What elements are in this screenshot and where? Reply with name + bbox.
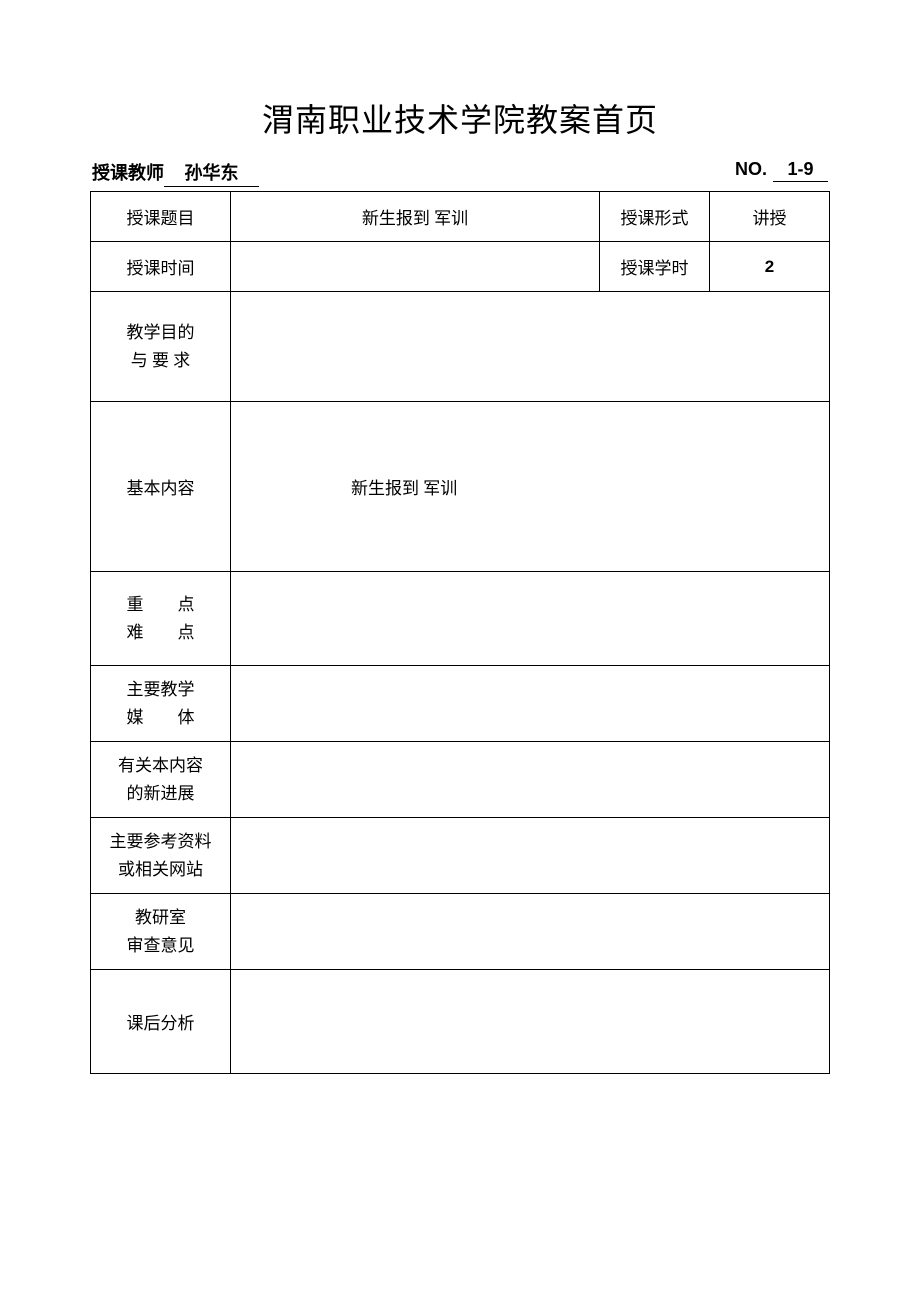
cell-value-topic: 新生报到 军训	[231, 192, 600, 242]
table-row: 教研室 审查意见	[91, 894, 830, 970]
label-line: 媒 体	[127, 708, 195, 727]
cell-value-references	[231, 818, 830, 894]
cell-label-time: 授课时间	[91, 242, 231, 292]
table-row: 主要参考资料 或相关网站	[91, 818, 830, 894]
cell-value-keypoints	[231, 572, 830, 666]
lesson-plan-table: 授课题目 新生报到 军训 授课形式 讲授 授课时间 授课学时 2 教学目的 与 …	[90, 191, 830, 1074]
label-line: 教学目的	[127, 323, 195, 342]
cell-label-progress: 有关本内容 的新进展	[91, 742, 231, 818]
cell-value-purpose	[231, 292, 830, 402]
label-line: 教研室	[135, 908, 186, 927]
teacher-name: 孙华东	[164, 159, 259, 187]
table-row: 授课题目 新生报到 军训 授课形式 讲授	[91, 192, 830, 242]
label-line: 与 要 求	[131, 351, 191, 370]
label-line: 主要参考资料	[110, 832, 212, 851]
label-line: 或相关网站	[118, 860, 203, 879]
teacher-block: 授课教师 孙华东	[92, 159, 259, 187]
table-row: 有关本内容 的新进展	[91, 742, 830, 818]
label-line: 的新进展	[127, 784, 195, 803]
cell-label-content: 基本内容	[91, 402, 231, 572]
no-value: 1-9	[773, 159, 828, 182]
page-title: 渭南职业技术学院教案首页	[90, 95, 830, 141]
teacher-label: 授课教师	[92, 159, 164, 185]
label-line: 有关本内容	[118, 756, 203, 775]
table-row: 重 点 难 点	[91, 572, 830, 666]
cell-label-hours: 授课学时	[600, 242, 710, 292]
no-label: NO.	[735, 159, 767, 180]
label-line: 主要教学	[127, 680, 195, 699]
cell-value-time	[231, 242, 600, 292]
cell-value-content: 新生报到 军训	[231, 402, 830, 572]
table-row: 教学目的 与 要 求	[91, 292, 830, 402]
header-line: 授课教师 孙华东 NO. 1-9	[90, 159, 830, 187]
cell-label-references: 主要参考资料 或相关网站	[91, 818, 231, 894]
table-row: 课后分析	[91, 970, 830, 1074]
label-line: 重 点	[127, 595, 195, 614]
cell-label-topic: 授课题目	[91, 192, 231, 242]
cell-value-hours: 2	[710, 242, 830, 292]
cell-value-media	[231, 666, 830, 742]
table-row: 基本内容 新生报到 军训	[91, 402, 830, 572]
cell-label-purpose: 教学目的 与 要 求	[91, 292, 231, 402]
cell-value-format: 讲授	[710, 192, 830, 242]
cell-value-progress	[231, 742, 830, 818]
cell-label-format: 授课形式	[600, 192, 710, 242]
lesson-plan-page: 渭南职业技术学院教案首页 授课教师 孙华东 NO. 1-9 授课题目 新生报到 …	[0, 0, 920, 1074]
cell-label-review: 教研室 审查意见	[91, 894, 231, 970]
cell-label-media: 主要教学 媒 体	[91, 666, 231, 742]
table-row: 授课时间 授课学时 2	[91, 242, 830, 292]
cell-label-keypoints: 重 点 难 点	[91, 572, 231, 666]
table-row: 主要教学 媒 体	[91, 666, 830, 742]
label-line: 审查意见	[127, 936, 195, 955]
cell-value-analysis	[231, 970, 830, 1074]
no-block: NO. 1-9	[735, 159, 828, 187]
cell-value-review	[231, 894, 830, 970]
label-line: 难 点	[127, 623, 195, 642]
cell-label-analysis: 课后分析	[91, 970, 231, 1074]
